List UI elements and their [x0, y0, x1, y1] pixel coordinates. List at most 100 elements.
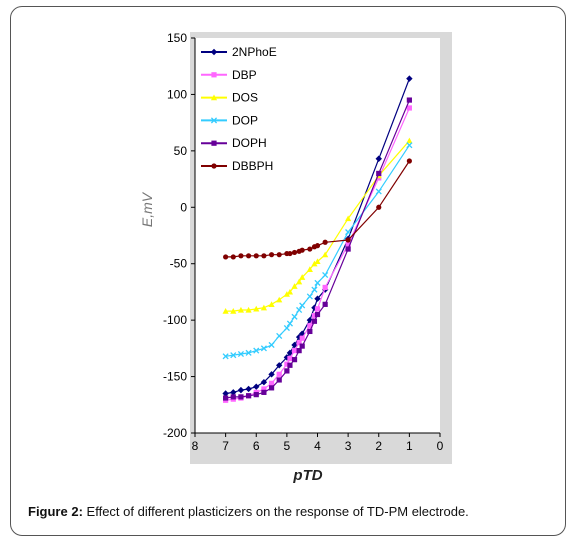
legend-entry: DOPH [201, 136, 267, 150]
legend-entry: DOS [201, 91, 258, 105]
data-point [345, 229, 352, 236]
series-doph [223, 97, 412, 401]
data-point [260, 345, 267, 352]
series-dop [222, 142, 413, 360]
data-point [299, 274, 306, 280]
data-point [261, 389, 267, 395]
data-point [322, 239, 328, 245]
data-point [268, 301, 275, 307]
data-point [230, 389, 237, 396]
data-point [261, 386, 267, 392]
data-point [296, 306, 303, 314]
legend-label: 2NPhoE [232, 45, 277, 59]
data-point [296, 340, 302, 346]
data-point [260, 304, 268, 311]
data-point [299, 302, 306, 309]
data-point [299, 247, 305, 253]
data-point [268, 380, 275, 386]
caption-text: Effect of different plasticizers on the … [86, 504, 469, 519]
data-point [237, 306, 245, 313]
data-point [260, 379, 268, 386]
data-point [376, 170, 382, 177]
data-point [314, 306, 321, 312]
data-point [406, 105, 412, 111]
caption-label: Figure 2: [28, 504, 83, 519]
data-point [245, 253, 252, 259]
y-tick-label: 100 [167, 87, 187, 101]
legend-entry: 2NPhoE [201, 45, 277, 59]
data-point [245, 306, 252, 313]
data-point [299, 343, 305, 349]
data-point [223, 254, 229, 260]
data-point [223, 395, 229, 401]
data-point [253, 383, 260, 390]
data-point [230, 254, 236, 260]
data-point [406, 97, 412, 103]
legend-label: DBP [232, 68, 257, 82]
data-point [253, 253, 259, 259]
data-point [307, 323, 313, 329]
data-point [276, 332, 283, 340]
data-point [291, 341, 298, 349]
data-point [311, 313, 318, 319]
data-point [222, 390, 229, 397]
y-tick-label: -100 [163, 313, 187, 327]
x-tick-label: 8 [192, 439, 199, 453]
data-point [237, 386, 245, 394]
y-tick-label: 150 [167, 31, 187, 45]
x-tick-label: 4 [314, 439, 321, 453]
data-point [287, 355, 293, 362]
data-point [287, 250, 293, 257]
legend-marker [210, 48, 218, 56]
data-point [291, 348, 298, 354]
y-axis-label: E,mV [139, 191, 155, 227]
data-point [286, 320, 293, 327]
data-point [268, 385, 275, 391]
data-point [268, 341, 275, 349]
legend-entry: DBBPH [201, 159, 273, 173]
data-point [245, 393, 252, 399]
data-point [406, 142, 413, 149]
data-point [314, 295, 321, 302]
data-point [296, 348, 302, 354]
x-tick-label: 0 [437, 439, 444, 453]
data-point [287, 362, 293, 368]
data-point [253, 392, 259, 398]
data-point [284, 368, 290, 374]
data-point [314, 243, 321, 249]
data-point [376, 204, 382, 210]
legend-label: DOPH [232, 136, 267, 150]
data-point [286, 349, 294, 357]
y-tick-label: -150 [163, 370, 187, 384]
data-point [268, 252, 275, 258]
data-point [276, 377, 282, 383]
data-point [291, 357, 298, 363]
legend-label: DOS [232, 91, 258, 105]
x-tick-label: 2 [375, 439, 382, 453]
data-point [238, 394, 244, 400]
x-tick-label: 5 [284, 439, 291, 453]
data-point [222, 353, 229, 360]
y-tick-label: -200 [163, 426, 187, 440]
y-tick-label: 0 [180, 200, 187, 214]
data-point [238, 253, 244, 259]
data-point [284, 361, 290, 367]
data-point [345, 241, 351, 248]
x-tick-label: 7 [222, 439, 229, 453]
data-point [314, 279, 321, 286]
data-point [245, 385, 252, 393]
data-point [311, 286, 318, 293]
figure-caption: Figure 2: Effect of different plasticize… [28, 504, 558, 519]
data-point [276, 371, 282, 377]
data-point [345, 215, 352, 222]
data-point [322, 271, 329, 279]
data-point [306, 266, 313, 272]
legend-marker [211, 163, 217, 169]
data-point [276, 252, 282, 258]
data-point [253, 347, 260, 354]
series-dbbph [223, 158, 412, 260]
data-point [406, 137, 413, 144]
legend-label: DOP [232, 113, 258, 127]
data-point [345, 237, 351, 243]
